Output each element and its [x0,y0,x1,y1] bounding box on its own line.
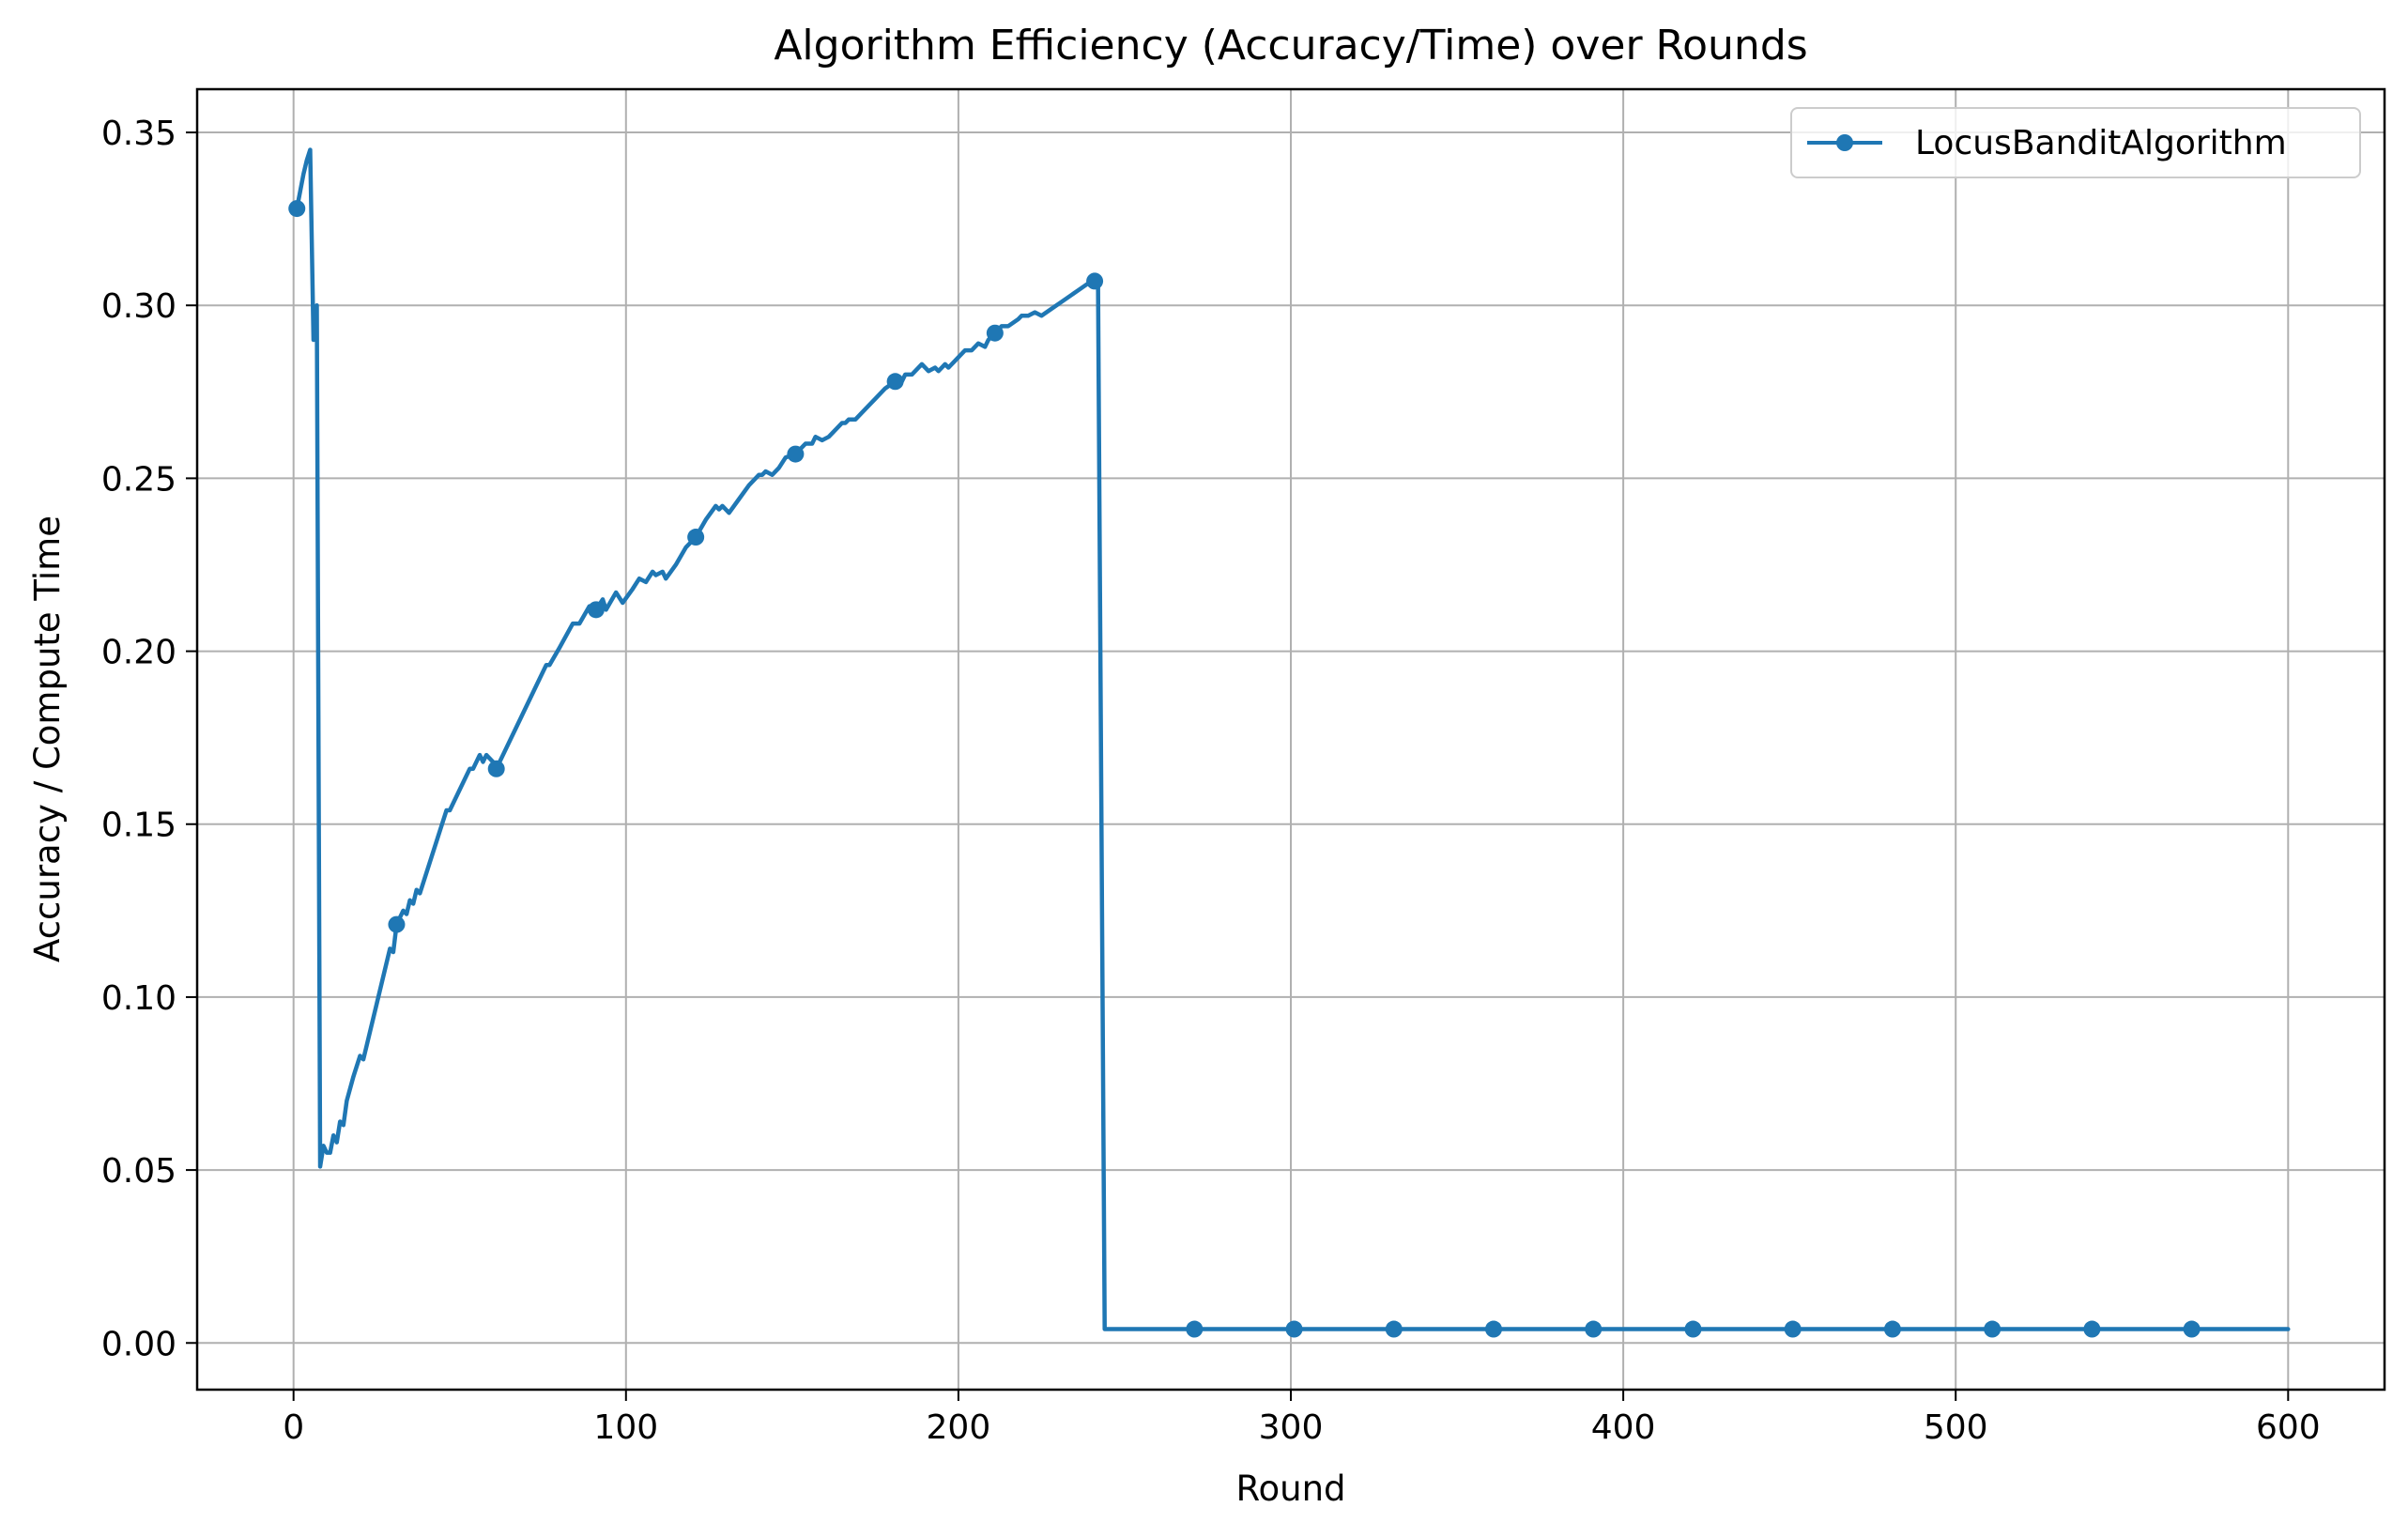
series-marker [1385,1320,1403,1338]
series-marker [1186,1320,1204,1338]
y-tick-label: 0.25 [101,460,176,499]
x-tick-label: 300 [1259,1408,1324,1447]
series-marker [886,373,904,391]
series-marker [388,915,406,933]
y-axis-label: Accuracy / Compute Time [27,515,68,962]
series-marker [1086,272,1104,290]
series-marker [986,324,1004,342]
ticks: 0 100 200 300 400 500 600 0.00 0.05 0.10 0.15 0.20 0… [101,115,2321,1447]
y-tick-label: 0.05 [101,1152,176,1191]
series-marker [687,529,705,546]
x-tick-label: 500 [1924,1408,1988,1447]
y-tick-label: 0.30 [101,287,176,326]
series-marker [1984,1320,2002,1338]
series-marker [1585,1320,1603,1338]
x-tick-label: 600 [2256,1408,2321,1447]
y-tick-label: 0.35 [101,115,176,153]
series-marker [487,760,505,777]
series-marker [787,445,805,463]
series-marker [2183,1320,2201,1338]
series-marker [1684,1320,1702,1338]
x-tick-label: 0 [283,1408,304,1447]
series-marker [1883,1320,1901,1338]
y-tick-label: 0.00 [101,1325,176,1363]
y-tick-label: 0.20 [101,634,176,672]
x-tick-label: 400 [1591,1408,1656,1447]
x-tick-label: 200 [927,1408,991,1447]
legend-marker-swatch [1836,134,1853,151]
legend-label: LocusBanditAlgorithm [1915,124,2287,162]
series-marker [288,200,306,218]
series-marker [587,601,605,619]
chart-title: Algorithm Efficiency (Accuracy/Time) ove… [774,22,1807,69]
y-tick-label: 0.10 [101,979,176,1018]
legend-box [1790,107,2361,178]
legend: LocusBanditAlgorithm [1790,107,2361,178]
x-axis-label: Round [1235,1469,1345,1509]
grid [197,89,2385,1390]
x-tick-label: 100 [593,1408,658,1447]
series-layer [288,147,2291,1338]
series-marker [1485,1320,1503,1338]
series-marker [1784,1320,1802,1338]
y-tick-label: 0.15 [101,807,176,845]
series-marker [1285,1320,1303,1338]
series-marker [2083,1320,2101,1338]
series-line [294,147,2291,1331]
